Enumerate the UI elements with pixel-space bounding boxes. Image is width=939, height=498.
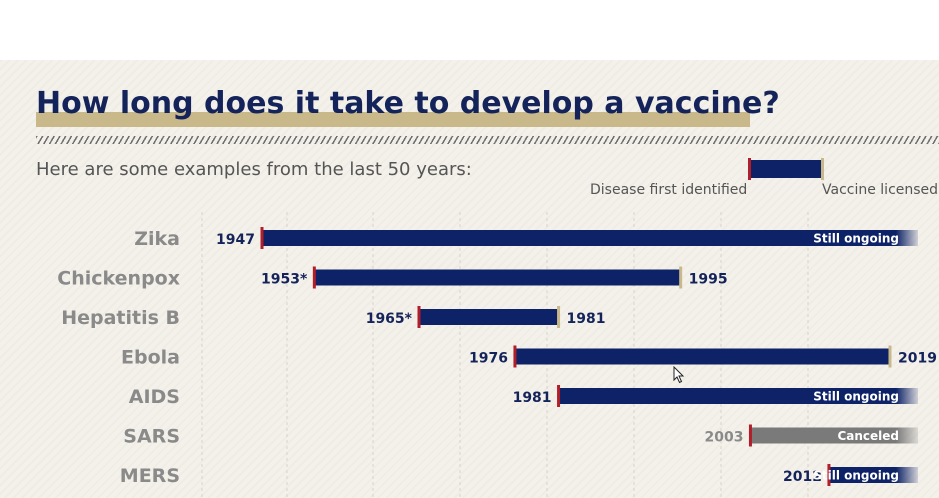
timeline-bar <box>828 467 896 483</box>
end-marker <box>888 345 892 368</box>
title-divider <box>36 136 939 144</box>
category-label: Ebola <box>121 347 180 369</box>
timeline-bar <box>419 309 559 325</box>
legend-end-label: Vaccine licensed <box>822 182 939 198</box>
status-label: Still ongoing <box>813 469 899 483</box>
start-year-label: 1947 <box>216 232 255 248</box>
category-label: MERS <box>120 465 180 487</box>
chart-title: How long does it take to develop a vacci… <box>36 86 780 121</box>
start-year-label: 1976 <box>469 351 508 367</box>
category-label: SARS <box>123 426 180 448</box>
timeline-bar <box>262 230 896 246</box>
start-marker <box>748 424 752 447</box>
category-label: Hepatitis B <box>61 307 180 329</box>
start-marker <box>312 266 316 289</box>
start-year-label: 1981 <box>513 390 552 406</box>
start-marker <box>417 306 421 328</box>
category-label: AIDS <box>129 386 180 408</box>
start-year-label: 2003 <box>704 430 743 446</box>
start-marker <box>513 345 517 368</box>
timeline-bar-fade <box>896 388 918 404</box>
start-year-label: 1953* <box>261 272 308 288</box>
status-label: Still ongoing <box>813 390 899 404</box>
end-year-label: 1981 <box>567 311 606 327</box>
legend-start-label: Disease first identified <box>590 182 748 198</box>
mouse-pointer-icon <box>673 366 685 384</box>
timeline-bar-fade <box>896 467 918 483</box>
timeline-bar <box>514 348 890 365</box>
timeline-bar-fade <box>896 230 918 246</box>
legend-start-marker <box>748 158 751 180</box>
start-year-label: 2012 <box>783 469 822 485</box>
start-marker <box>827 464 831 486</box>
title-highlight <box>36 112 750 127</box>
chart-subtitle: Here are some examples from the last 50 … <box>36 159 472 180</box>
legend-bar-swatch <box>748 160 824 178</box>
start-year-label: 1965* <box>366 311 413 327</box>
start-marker <box>260 227 264 249</box>
start-marker <box>557 385 561 407</box>
legend-end-marker <box>821 158 824 180</box>
category-label: Chickenpox <box>57 268 180 290</box>
timeline-bar-fade <box>896 427 918 444</box>
timeline-bar <box>558 388 896 404</box>
status-label: Canceled <box>837 429 899 443</box>
end-year-label: 2019 <box>898 351 937 367</box>
timeline-bar <box>314 269 681 286</box>
status-label: Still ongoing <box>813 232 899 246</box>
end-marker <box>679 266 683 289</box>
timeline-bar <box>750 427 896 444</box>
category-label: Zika <box>134 228 180 250</box>
end-marker <box>557 306 561 328</box>
end-year-label: 1995 <box>689 272 728 288</box>
